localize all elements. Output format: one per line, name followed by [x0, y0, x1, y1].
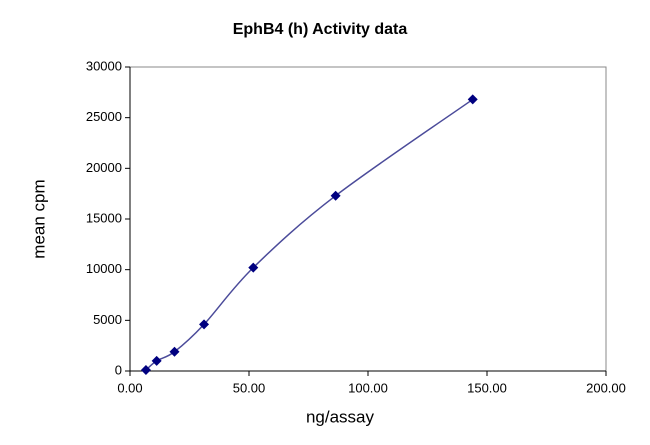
y-tick-label: 20000 [86, 160, 122, 175]
x-tick-label: 150.00 [467, 380, 507, 395]
y-tick-label: 30000 [86, 58, 122, 73]
y-tick-label: 0 [115, 362, 122, 377]
marker [169, 346, 180, 357]
x-tick-label: 50.00 [233, 380, 266, 395]
fit-line [145, 98, 474, 371]
y-axis-title: mean cpm [29, 179, 48, 258]
chart-title: EphB4 (h) Activity data [233, 21, 408, 38]
marker [330, 190, 341, 201]
y-tick-label: 25000 [86, 109, 122, 124]
x-tick-label: 0.00 [117, 380, 142, 395]
x-tick-label: 200.00 [586, 380, 626, 395]
marker [140, 364, 151, 375]
marker [151, 355, 162, 366]
y-tick-label: 10000 [86, 261, 122, 276]
x-axis-title: ng/assay [306, 407, 375, 426]
marker [199, 319, 210, 330]
x-tick-label: 100.00 [348, 380, 388, 395]
y-tick-label: 15000 [86, 210, 122, 225]
marker [467, 94, 478, 105]
y-tick-label: 5000 [93, 312, 122, 327]
marker [248, 262, 259, 273]
